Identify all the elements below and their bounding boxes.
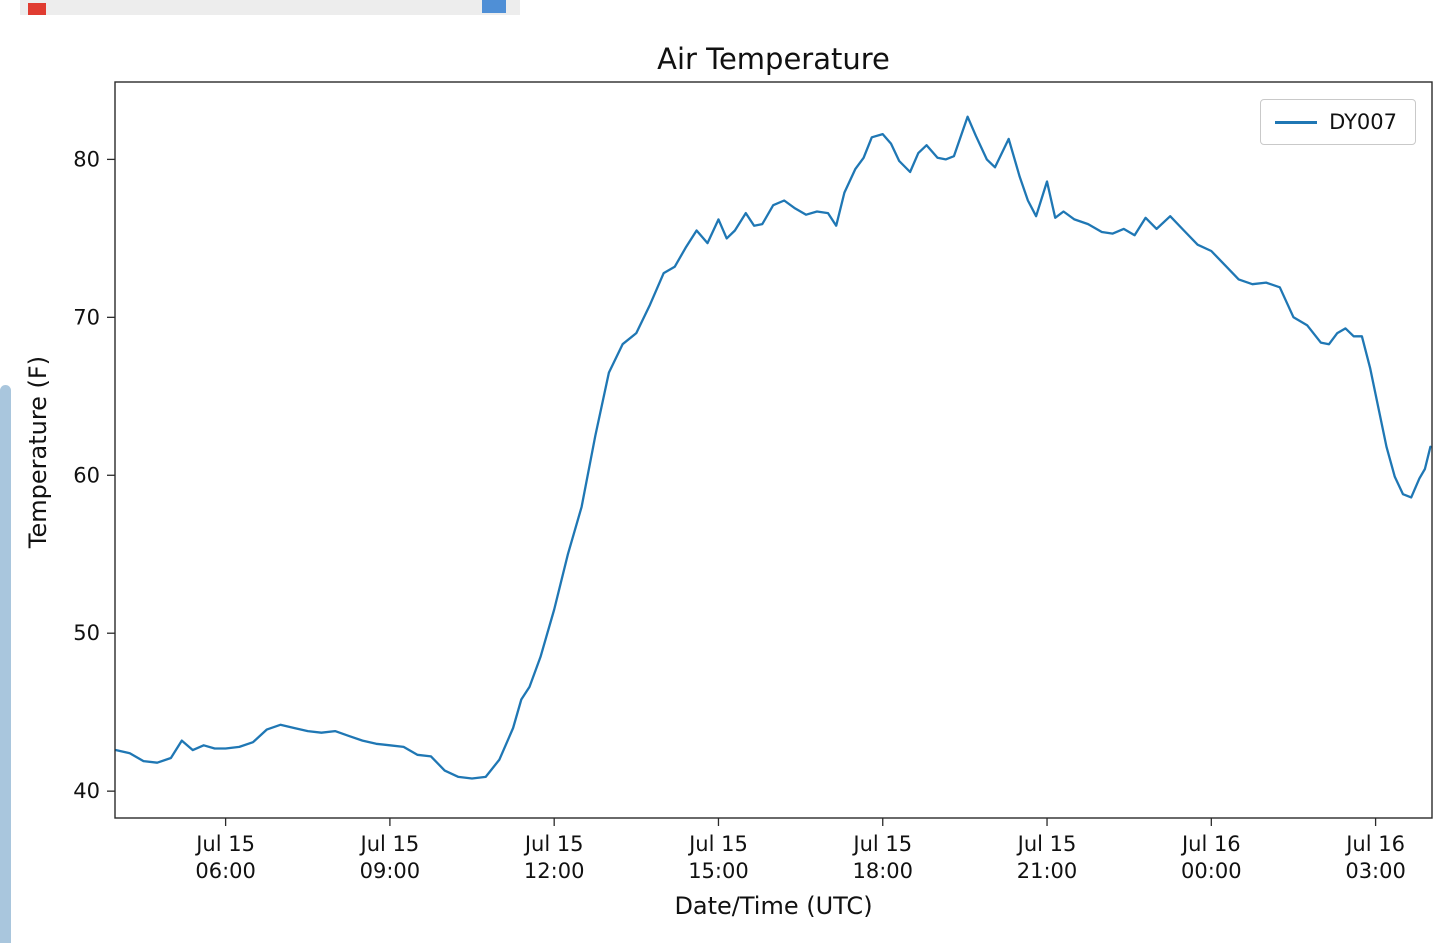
x-tick-label: Jul 16 03:00 (1344, 832, 1406, 883)
x-tick-label: Jul 15 06:00 (194, 832, 256, 883)
x-tick-label: Jul 15 21:00 (1016, 832, 1078, 883)
legend-series-label: DY007 (1329, 110, 1397, 134)
top-edge-toolbar-fragment (20, 0, 520, 15)
x-tick-label: Jul 15 18:00 (851, 832, 913, 883)
chart-title: Air Temperature (657, 42, 890, 76)
blue-fragment-icon (482, 0, 506, 13)
plot-border (114, 81, 1433, 819)
red-fragment-icon (28, 3, 46, 15)
left-scrollbar-thumb[interactable] (0, 385, 11, 943)
y-tick-label: 80 (73, 147, 100, 171)
y-tick-label: 50 (73, 621, 100, 645)
y-tick-label: 60 (73, 463, 100, 487)
legend-line-swatch (1275, 120, 1318, 124)
x-tick-label: Jul 15 12:00 (523, 832, 585, 883)
y-tick-label: 70 (73, 305, 100, 329)
legend: DY007 (1260, 99, 1416, 145)
x-axis-label: Date/Time (UTC) (674, 892, 873, 920)
y-tick-label: 40 (73, 779, 100, 803)
x-tick-label: Jul 16 00:00 (1180, 832, 1242, 883)
x-tick-label: Jul 15 09:00 (359, 832, 421, 883)
series-line-DY007 (114, 115, 1432, 780)
x-tick-label: Jul 15 15:00 (687, 832, 749, 883)
